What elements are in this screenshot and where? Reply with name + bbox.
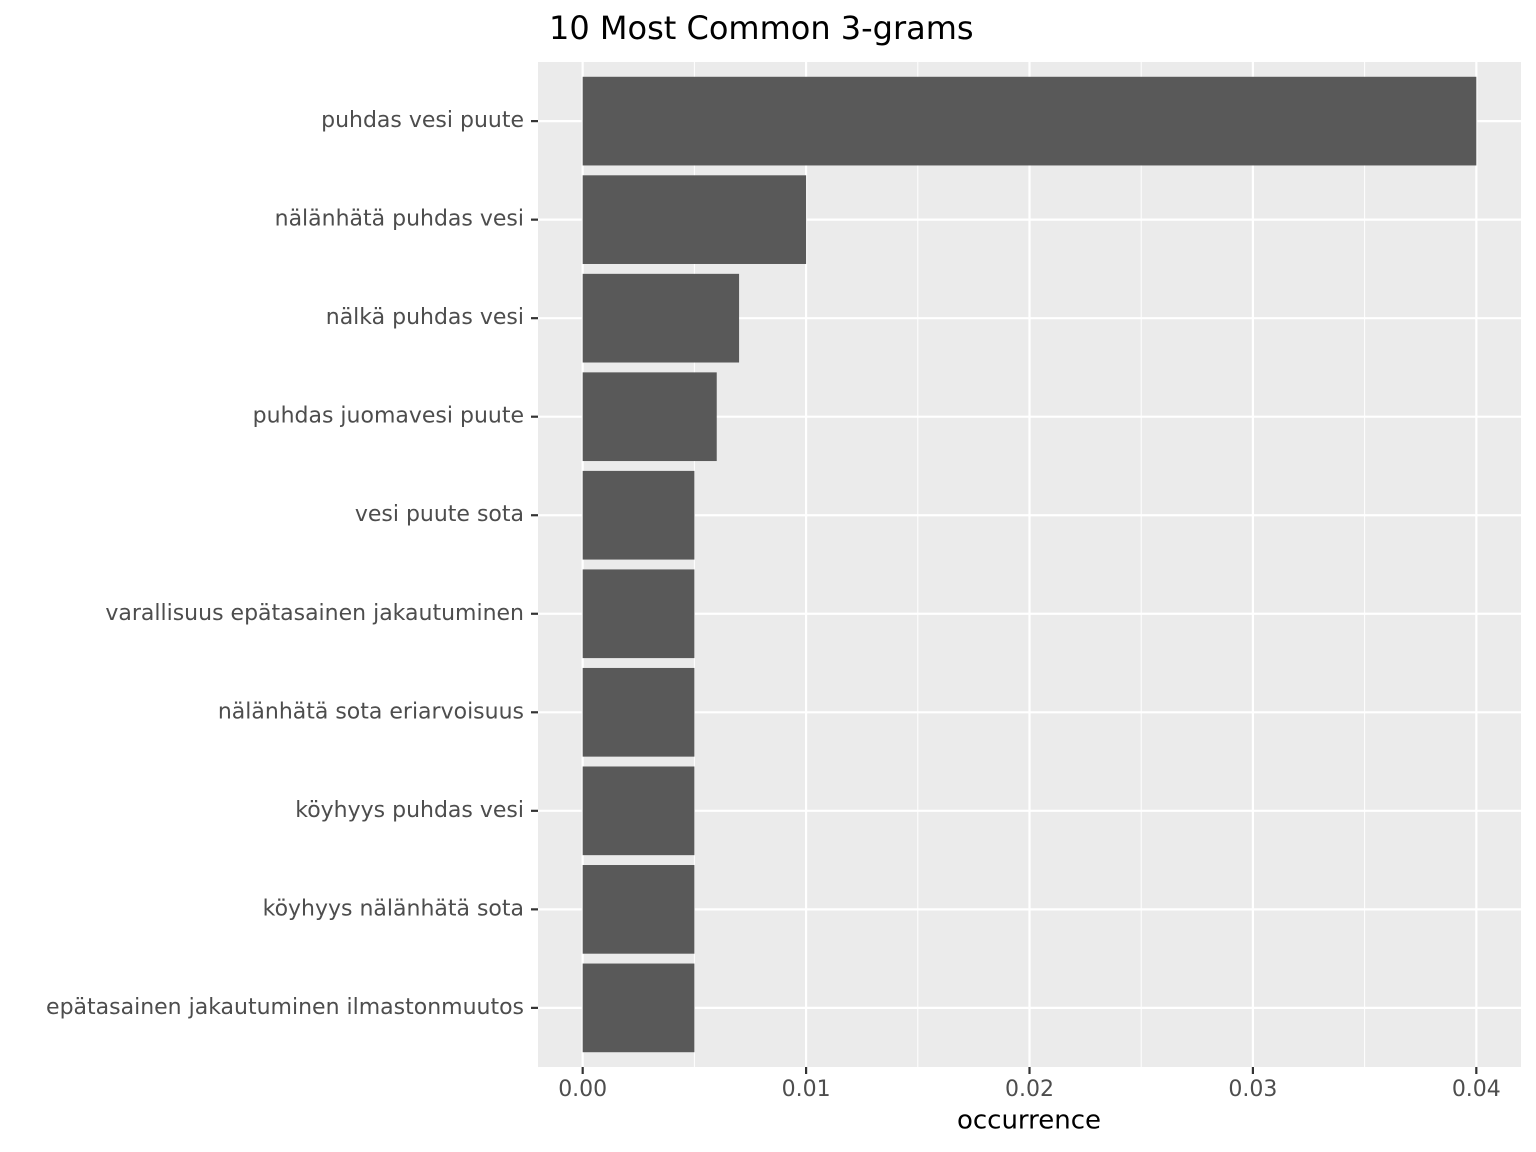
- y-tick-label: puhdas vesi puute: [321, 108, 524, 133]
- bar: [582, 175, 807, 264]
- y-tick-label: köyhyys puhdas vesi: [295, 798, 524, 823]
- y-tick-label: köyhyys nälänhätä sota: [263, 896, 524, 921]
- y-tick-label: varallisuus epätasainen jakautuminen: [105, 601, 524, 626]
- bar: [582, 372, 717, 462]
- y-tick-label: puhdas juomavesi puute: [253, 404, 524, 429]
- bar: [582, 667, 695, 757]
- bar: [582, 963, 695, 1053]
- y-tick-label: vesi puute sota: [355, 502, 524, 527]
- x-axis-title: occurrence: [957, 1106, 1101, 1136]
- y-tick-label: nälkä puhdas vesi: [326, 305, 524, 330]
- y-tick-label: nälänhätä sota eriarvoisuus: [218, 699, 524, 724]
- x-tick-label: 0.03: [1228, 1077, 1277, 1102]
- bar: [582, 470, 695, 560]
- x-tick-label: 0.04: [1452, 1077, 1501, 1102]
- x-tick-label: 0.02: [1005, 1077, 1054, 1102]
- bar: [582, 76, 1477, 166]
- x-tick-label: 0.01: [782, 1077, 831, 1102]
- x-tick-label: 0.00: [558, 1077, 607, 1102]
- chart-title: 10 Most Common 3-grams: [549, 9, 974, 47]
- y-tick-label: nälänhätä puhdas vesi: [275, 207, 524, 232]
- bar: [582, 273, 740, 363]
- bar: [582, 569, 695, 659]
- bar: [582, 766, 695, 856]
- bar: [582, 865, 695, 954]
- y-tick-label: epätasainen jakautuminen ilmastonmuutos: [46, 995, 524, 1020]
